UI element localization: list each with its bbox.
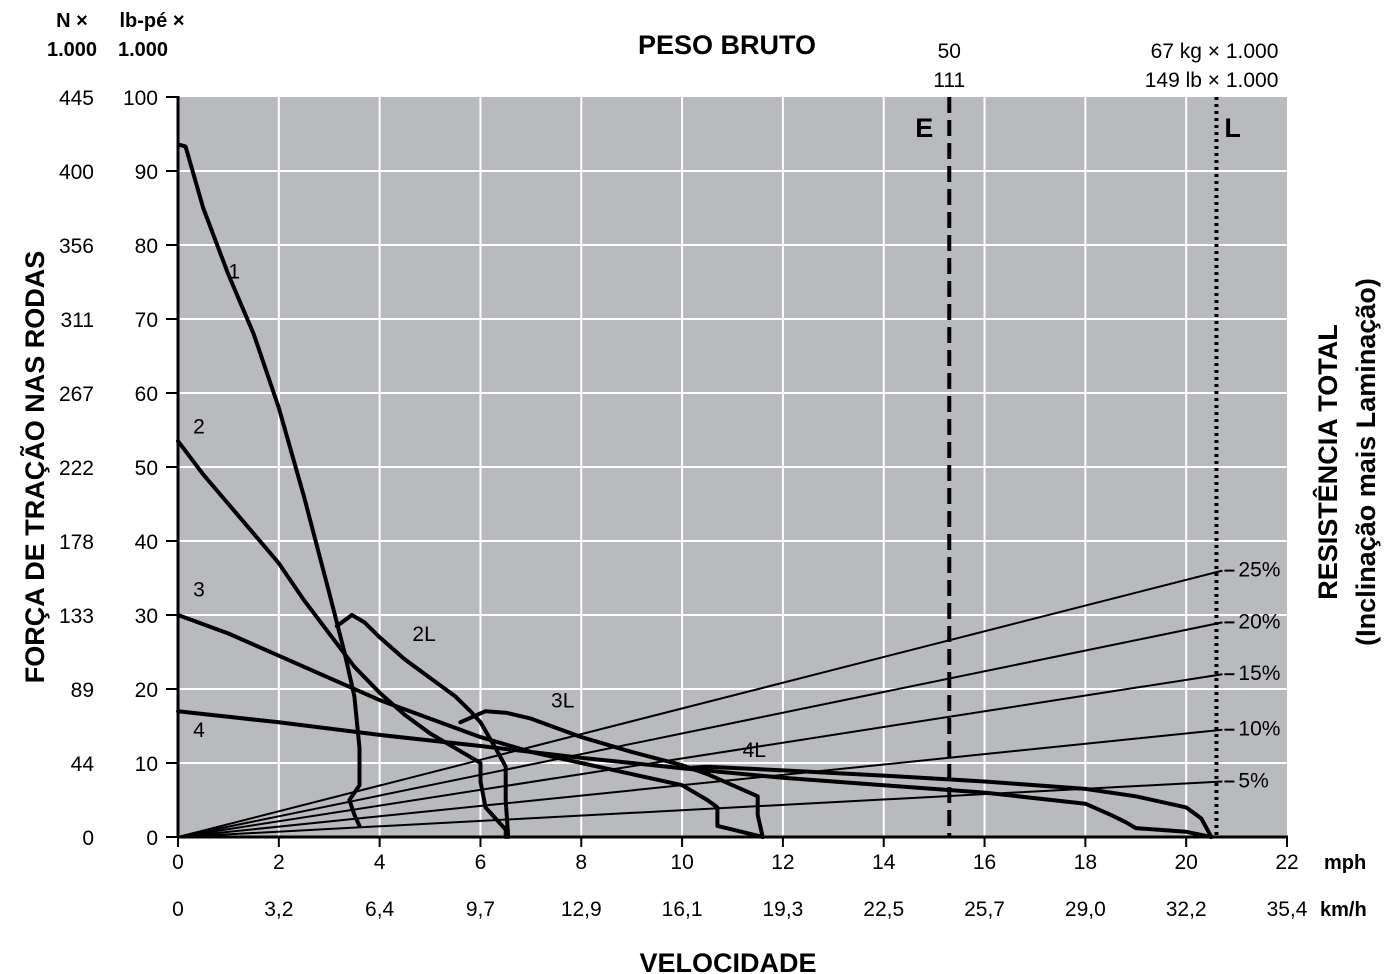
y-tick-label-lbft: 80 (135, 235, 158, 258)
x-tick-label-kmh: 3,2 (264, 898, 293, 921)
gear-label: 3 (193, 579, 205, 602)
gear-label: 3L (551, 690, 574, 713)
x-tick-label-kmh: 9,7 (466, 898, 495, 921)
unit-lbft-label: lb-pé × (119, 10, 184, 32)
x-tick-label-kmh: 19,3 (762, 898, 803, 921)
labels: 1 2 2L 3 3L 4 4L (193, 260, 766, 762)
y-tick-label-n: 89 (71, 679, 94, 702)
y-tick-label-n: 311 (61, 309, 94, 332)
resistance-line (177, 780, 1223, 838)
y-tick-label-lbft: 10 (135, 753, 158, 776)
resistance-label: 25% (1238, 559, 1280, 582)
x-tick-label-kmh: 35,4 (1267, 898, 1308, 921)
x-tick-label-kmh: 12,9 (561, 898, 602, 921)
weight-top-label: 67 kg × 1.000 (1151, 40, 1279, 63)
weight-line-label: E (915, 113, 933, 143)
gear-label: 4 (193, 719, 205, 742)
grid (178, 97, 1287, 837)
gear-curve (178, 143, 362, 828)
resistance-line (177, 728, 1223, 838)
unit-n-label: N × (56, 10, 88, 32)
x-tick-label-kmh: 6,4 (365, 898, 395, 921)
x-tick-label-mph: 10 (670, 851, 693, 874)
x-tick-label-mph: 8 (575, 851, 587, 874)
weight-lines: E 50 111 L 67 kg × 1.000 149 lb × 1.000 (915, 40, 1278, 837)
unit-lbft-label-2: 1.000 (118, 39, 168, 61)
y-tick-label-n: 400 (59, 161, 94, 184)
y-tick-label-lbft: 50 (135, 457, 158, 480)
y2-axis-subtitle: (Inclinação mais Laminação) (1351, 278, 1381, 646)
gear-label: 2 (193, 416, 205, 439)
resistance-label: 20% (1238, 610, 1280, 633)
gear-label: 2L (412, 623, 435, 646)
x-axis-title: VELOCIDADE (639, 948, 816, 974)
gear-curve (458, 709, 765, 839)
x-tick-label-kmh: 29,0 (1065, 898, 1106, 921)
chart-title: PESO BRUTO (638, 30, 816, 60)
x-tick-label-kmh: 32,2 (1166, 898, 1207, 921)
unit-n-label-2: 1.000 (47, 39, 97, 61)
y-tick-label-n: 267 (59, 383, 94, 406)
y-tick-label-lbft: 0 (146, 827, 158, 850)
x-tick-label-mph: 6 (475, 851, 487, 874)
resistance-line (177, 621, 1223, 838)
gear-curves (176, 143, 1214, 839)
weight-top-label-2: 111 (933, 69, 965, 92)
y-tick-label-lbft: 20 (135, 679, 158, 702)
y-tick-label-n: 222 (59, 457, 94, 480)
x-tick-label-kmh: 25,7 (964, 898, 1005, 921)
y-tick-label-n: 356 (59, 235, 94, 258)
gear-label: 1 (228, 260, 240, 283)
x-unit-mph: mph (1324, 852, 1366, 874)
y-tick-label-n: 0 (82, 827, 94, 850)
weight-top-label: 50 (938, 40, 961, 63)
x-tick-label-mph: 22 (1275, 851, 1298, 874)
resistance-label: 10% (1238, 718, 1280, 741)
gear-curve (176, 709, 1214, 839)
y-tick-label-lbft: 90 (135, 161, 158, 184)
y2-axis-title: RESISTÊNCIA TOTAL (1312, 324, 1343, 600)
x-tick-label-mph: 14 (872, 851, 896, 874)
weight-line-label: L (1224, 113, 1241, 143)
y-tick-label-lbft: 60 (135, 383, 158, 406)
gear-label: 4L (743, 739, 766, 762)
x-tick-label-kmh: 22,5 (863, 898, 904, 921)
y-tick-label-lbft: 100 (123, 87, 158, 110)
x-tick-label-mph: 12 (771, 851, 794, 874)
gear-curve (176, 613, 765, 839)
y-tick-label-n: 44 (71, 753, 95, 776)
resistance-label: 5% (1238, 770, 1268, 793)
weight-top-label-2: 149 lb × 1.000 (1145, 69, 1279, 92)
resistance-label: 15% (1238, 662, 1280, 685)
axes: 0023,246,469,7812,91016,11219,31422,5162… (59, 87, 1308, 921)
x-tick-label-mph: 16 (973, 851, 996, 874)
x-unit-kmh: km/h (1320, 899, 1367, 921)
y-tick-label-lbft: 30 (135, 605, 158, 628)
y-tick-label-n: 178 (59, 531, 94, 554)
y-tick-label-lbft: 40 (135, 531, 158, 554)
x-tick-label-mph: 18 (1074, 851, 1097, 874)
x-tick-label-mph: 4 (374, 851, 386, 874)
gear-curve (680, 764, 1214, 839)
x-tick-label-kmh: 16,1 (662, 898, 703, 921)
y-tick-label-n: 133 (59, 605, 94, 628)
y-axis-title: FORÇA DE TRAÇÃO NAS RODAS (19, 251, 50, 684)
y-tick-label-n: 445 (59, 87, 94, 110)
y-tick-label-lbft: 70 (135, 309, 158, 332)
x-tick-label-mph: 2 (273, 851, 285, 874)
x-tick-label-mph: 20 (1175, 851, 1198, 874)
gear-curve (334, 613, 511, 839)
x-tick-label-kmh: 0 (172, 898, 184, 921)
x-tick-label-mph: 0 (172, 851, 184, 874)
